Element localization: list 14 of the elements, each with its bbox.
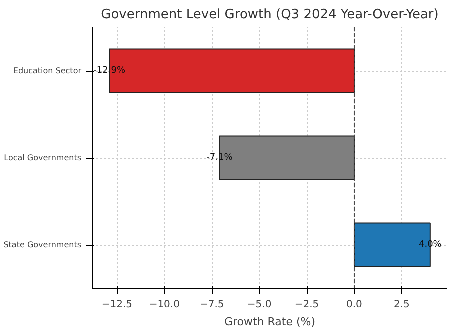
data-label: 4.0%: [418, 240, 442, 250]
x-axis-title: Growth Rate (%): [224, 316, 316, 328]
x-tick-label: −5.0: [247, 300, 272, 310]
x-tick-label: −12.5: [102, 300, 133, 310]
chart-title: Government Level Growth (Q3 2024 Year-Over-Year): [101, 8, 439, 22]
x-tick-label: 0.0: [346, 300, 362, 310]
data-label: -12.9%: [94, 66, 126, 76]
x-tick-label: −10.0: [149, 300, 180, 310]
y-tick-label: Local Governments: [4, 154, 82, 162]
y-tick-label: State Governments: [4, 240, 82, 250]
x-tick-label: 2.5: [394, 300, 410, 310]
y-tick-label: Education Sector: [13, 66, 82, 76]
x-tick-label: −2.5: [294, 300, 320, 310]
x-tick-label: −7.5: [200, 300, 224, 310]
